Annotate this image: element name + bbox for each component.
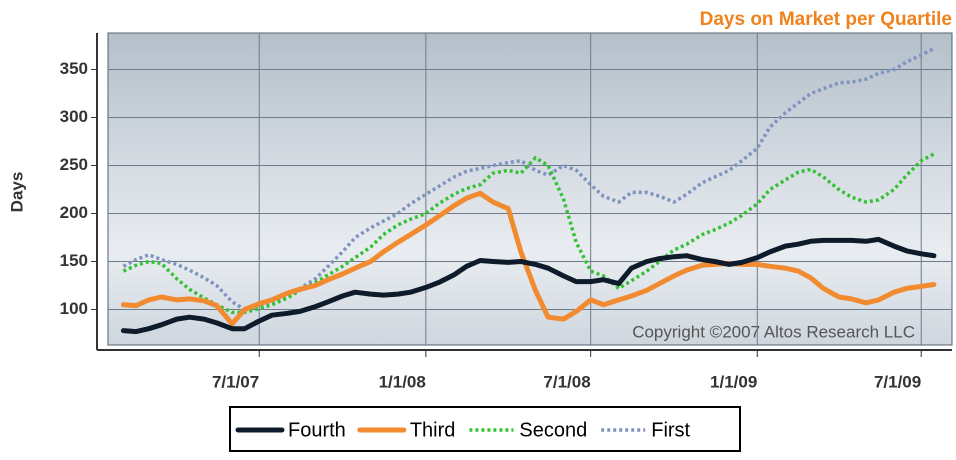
plot-area — [107, 32, 953, 346]
copyright: Copyright ©2007 Altos Research LLC — [632, 322, 915, 341]
series-line — [122, 152, 935, 315]
x-tick-label: 7/1/08 — [543, 372, 590, 391]
x-tick-label: 1/1/09 — [710, 372, 757, 391]
series-line — [120, 236, 937, 335]
x-tick-label: 1/1/08 — [379, 372, 426, 391]
y-axis-label: Days — [7, 172, 26, 213]
legend-label: Second — [519, 419, 587, 441]
y-tick-label: 350 — [60, 59, 88, 78]
y-tick-label: 100 — [60, 299, 88, 318]
legend-label: Third — [410, 419, 456, 441]
x-tick-label: 7/1/09 — [874, 372, 921, 391]
y-tick-label: 250 — [60, 155, 88, 174]
chart-title: Days on Market per Quartile — [700, 9, 952, 30]
y-tick-label: 200 — [60, 203, 88, 222]
x-tick-label: 7/1/07 — [212, 372, 259, 391]
series-line — [120, 190, 937, 327]
legend-label: Fourth — [288, 419, 346, 441]
y-tick-label: 150 — [60, 251, 88, 270]
legend-label: First — [651, 419, 690, 441]
legend — [229, 406, 741, 452]
y-tick-label: 300 — [60, 107, 88, 126]
